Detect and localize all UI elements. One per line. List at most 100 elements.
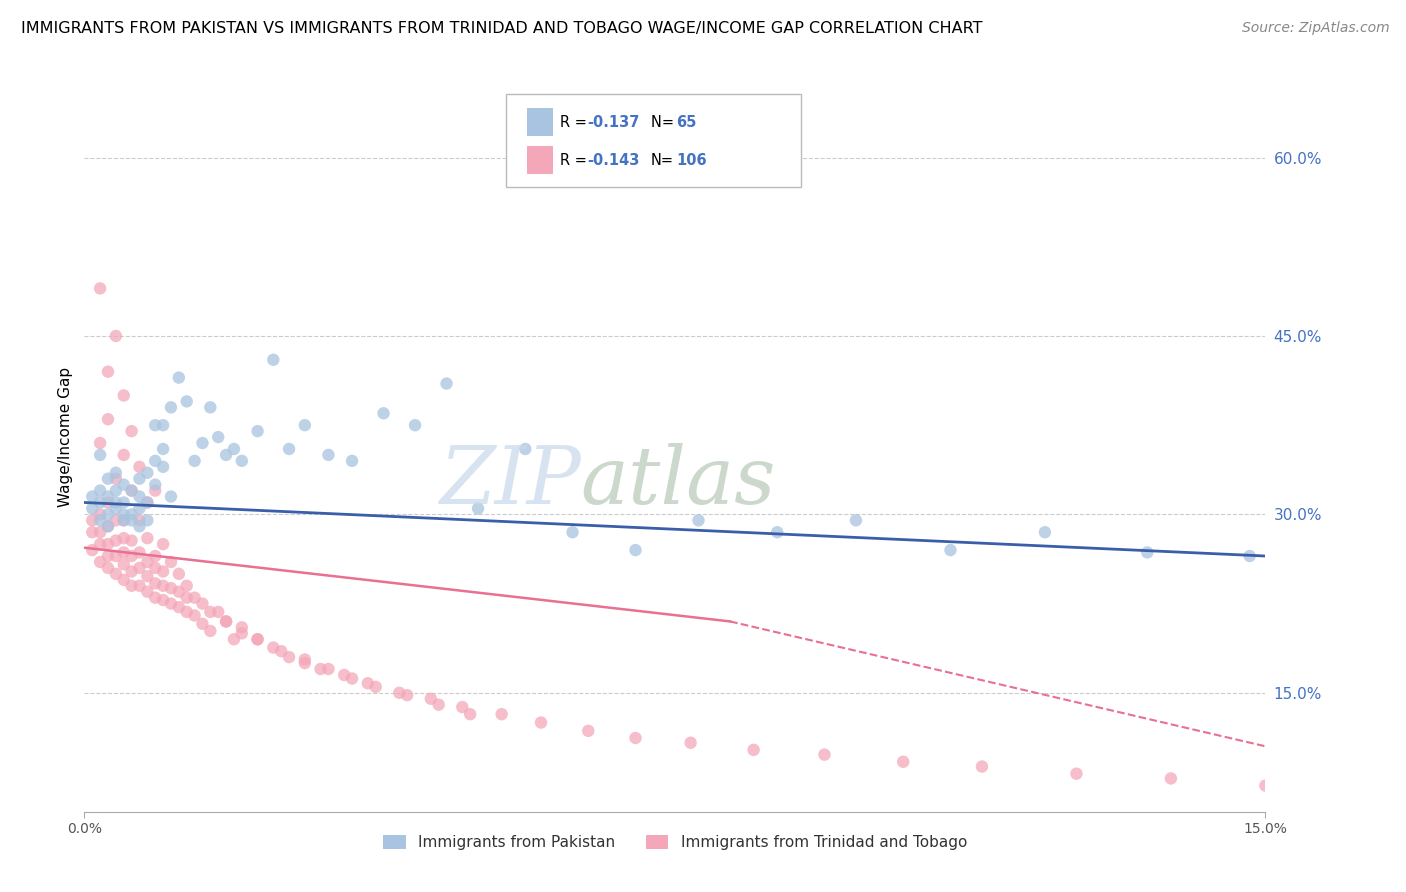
Point — [128, 579, 150, 593]
Point — [97, 495, 120, 509]
Point — [112, 508, 135, 522]
Point — [1033, 525, 1056, 540]
Point — [121, 508, 143, 522]
Point — [278, 442, 301, 456]
Point — [404, 418, 426, 433]
Point — [121, 424, 143, 438]
Point — [97, 561, 120, 575]
Point — [845, 513, 868, 527]
Point — [427, 698, 450, 712]
Point — [104, 533, 127, 548]
Text: IMMIGRANTS FROM PAKISTAN VS IMMIGRANTS FROM TRINIDAD AND TOBAGO WAGE/INCOME GAP : IMMIGRANTS FROM PAKISTAN VS IMMIGRANTS F… — [21, 21, 983, 36]
Text: atlas: atlas — [581, 443, 776, 521]
Point — [246, 632, 269, 647]
Point — [152, 565, 174, 579]
Point — [364, 680, 387, 694]
Point — [396, 688, 419, 702]
Point — [112, 495, 135, 509]
Point — [121, 483, 143, 498]
Point — [128, 545, 150, 559]
Point — [136, 555, 159, 569]
Point — [152, 579, 174, 593]
Point — [104, 495, 127, 509]
Point — [262, 352, 284, 367]
Point — [246, 632, 269, 647]
Point — [624, 731, 647, 745]
Point — [160, 490, 183, 504]
Point — [451, 700, 474, 714]
Text: -0.143: -0.143 — [588, 153, 640, 169]
Point — [89, 495, 111, 509]
Point — [1160, 772, 1182, 786]
Point — [939, 543, 962, 558]
Point — [136, 584, 159, 599]
Point — [357, 676, 380, 690]
Point — [143, 561, 166, 575]
Text: -0.137: -0.137 — [588, 115, 640, 130]
Point — [688, 513, 710, 527]
Point — [207, 430, 229, 444]
Point — [152, 442, 174, 456]
Point — [104, 472, 127, 486]
Point — [112, 448, 135, 462]
Point — [104, 483, 127, 498]
Point — [215, 615, 238, 629]
Point — [294, 418, 316, 433]
Point — [143, 454, 166, 468]
Point — [278, 650, 301, 665]
Point — [176, 579, 198, 593]
Text: 106: 106 — [676, 153, 707, 169]
Point — [89, 281, 111, 295]
Point — [136, 495, 159, 509]
Point — [136, 466, 159, 480]
Point — [143, 477, 166, 491]
Point — [97, 490, 120, 504]
Point — [152, 418, 174, 433]
Point — [333, 668, 356, 682]
Point — [970, 759, 993, 773]
Point — [813, 747, 835, 762]
Point — [152, 593, 174, 607]
Point — [121, 513, 143, 527]
Point — [167, 566, 190, 581]
Point — [167, 584, 190, 599]
Point — [97, 508, 120, 522]
Point — [176, 394, 198, 409]
Point — [82, 490, 104, 504]
Point — [191, 597, 214, 611]
Point — [222, 442, 245, 456]
Point — [1254, 779, 1277, 793]
Point — [200, 401, 222, 415]
Point — [742, 743, 765, 757]
Point — [436, 376, 458, 391]
Point — [136, 495, 159, 509]
Point — [104, 566, 127, 581]
Point — [191, 436, 214, 450]
Point — [128, 561, 150, 575]
Point — [515, 442, 537, 456]
Point — [891, 755, 914, 769]
Point — [112, 388, 135, 402]
Point — [231, 620, 253, 634]
Point — [318, 448, 340, 462]
Point — [388, 686, 411, 700]
Point — [1066, 766, 1088, 780]
Point — [112, 545, 135, 559]
Point — [112, 513, 135, 527]
Point — [176, 605, 198, 619]
Point — [121, 483, 143, 498]
Point — [136, 513, 159, 527]
Point — [97, 519, 120, 533]
Point — [340, 454, 363, 468]
Point — [1136, 545, 1159, 559]
Point — [294, 652, 316, 666]
Point — [1239, 549, 1261, 563]
Point — [128, 472, 150, 486]
Point — [104, 513, 127, 527]
Point — [104, 329, 127, 343]
Point — [207, 605, 229, 619]
Point — [340, 672, 363, 686]
Point — [112, 513, 135, 527]
Point — [183, 591, 205, 605]
Point — [576, 723, 599, 738]
